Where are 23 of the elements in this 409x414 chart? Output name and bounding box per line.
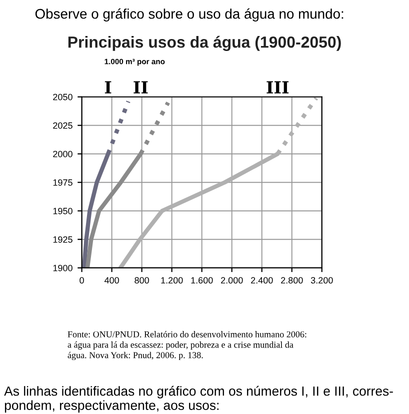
x-tick-label: 400 bbox=[104, 277, 119, 284]
y-tick-label: 1950 bbox=[53, 208, 72, 214]
y-tick-label: 1900 bbox=[53, 264, 72, 272]
text: As linhas identificadas no gráfico com os números I, II e III, corres- pondem, respectivamente, aos usos: bbox=[4, 386, 393, 413]
x-tick-label: 3.200 bbox=[310, 277, 333, 284]
text: II bbox=[134, 81, 148, 94]
x-tick-label: 2.800 bbox=[281, 277, 303, 284]
text: I bbox=[104, 81, 112, 94]
y-tick-label: 1925 bbox=[53, 236, 72, 243]
y-tick-label: 2025 bbox=[53, 122, 72, 129]
y-tick-label: 2050 bbox=[53, 94, 72, 100]
text: Observe o gráfico sobre o uso da água no mundo: bbox=[35, 8, 344, 22]
y-tick-label: 1975 bbox=[53, 179, 72, 186]
x-tick-label: 2.000 bbox=[221, 277, 243, 284]
y-tick-label: 2000 bbox=[53, 150, 72, 158]
text: III bbox=[266, 81, 289, 94]
chart-title: Principais usos da água (1900-2050) bbox=[68, 36, 341, 51]
source-note: Fonte: ONU/PNUD. Relatório do desenvolvimento humano 2006: a água para lá da escassez: poder, pobreza e a crise mundial da água. Nova York: Pnud, 2006. p. 138. bbox=[68, 331, 306, 360]
x-tick-label: 1.200 bbox=[161, 277, 183, 284]
x-tick-label: 1.600 bbox=[191, 277, 213, 284]
x-tick-label: 0 bbox=[80, 277, 84, 284]
x-tick-label: 2.400 bbox=[251, 277, 273, 284]
x-tick-label: 800 bbox=[134, 277, 149, 284]
